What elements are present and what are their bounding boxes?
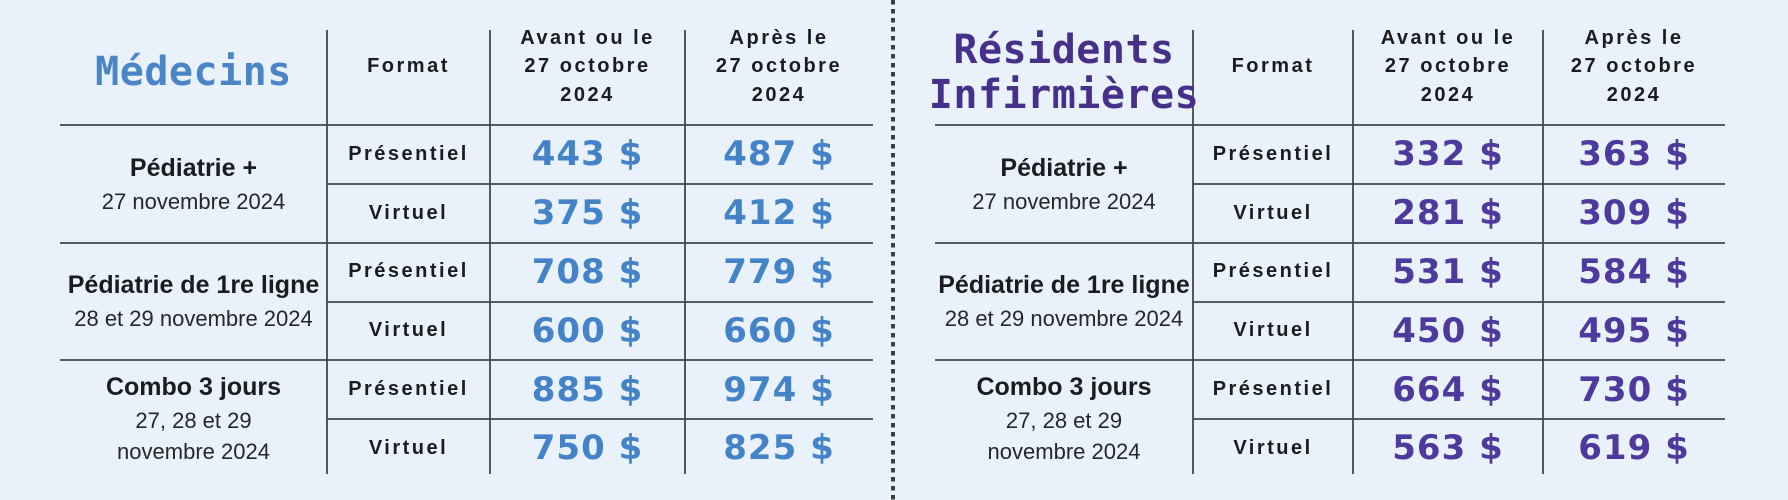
dotted-divider [891,0,895,500]
price-before: 450 $ [1392,310,1504,351]
column-header-after: Après le 27 octobre 2024 [685,8,873,125]
course-name: Pédiatrie de 1re ligne [938,271,1190,300]
column-header-before: Avant ou le 27 octobre 2024 [1353,8,1543,125]
course-cell-pediatrie-plus: Pédiatrie + 27 novembre 2024 [935,125,1193,243]
format-label: Virtuel [1233,319,1313,342]
format-label: Virtuel [1233,436,1313,459]
format-label: Présentiel [348,260,469,283]
course-date: 28 et 29 novembre 2024 [944,306,1184,332]
course-date: 27 novembre 2024 [101,188,286,214]
pricing-table-medecins: Médecins Format Avant ou le 27 octobre 2… [60,8,873,478]
column-header-format: Format [367,55,450,78]
price-after: 487 $ [723,134,835,175]
column-header-format: Format [1231,55,1315,78]
course-date: 28 et 29 novembre 2024 [74,306,313,332]
course-date: novembre 2024 [117,439,270,465]
header-line: Après le [1584,26,1684,49]
course-name: Combo 3 jours [105,373,281,402]
course-date: 27, 28 et 29 [1005,408,1123,434]
header-line: 27 octobre [1384,55,1512,78]
price-before: 708 $ [531,251,644,292]
price-after: 619 $ [1578,428,1690,469]
column-header-before: Avant ou le 27 octobre 2024 [490,8,685,125]
header-line: 2024 [1420,83,1476,106]
price-before: 563 $ [1392,428,1504,469]
course-cell-pediatrie-1re-ligne: Pédiatrie de 1re ligne 28 et 29 novembre… [935,243,1193,361]
table-title: Médecins [95,49,292,96]
header-line: 2024 [1606,83,1662,106]
course-name: Pédiatrie + [129,153,258,182]
course-name: Combo 3 jours [976,373,1152,402]
header-line: 27 octobre [715,55,843,78]
price-after: 495 $ [1578,310,1690,351]
course-cell-combo-3-jours: Combo 3 jours 27, 28 et 29 novembre 2024 [60,360,327,478]
price-after: 974 $ [723,369,835,410]
header-line: Après le [729,26,829,49]
price-after: 363 $ [1578,134,1690,175]
format-label: Virtuel [368,319,449,342]
format-label: Présentiel [348,142,469,165]
price-after: 825 $ [723,428,835,469]
header-line: 27 octobre [1570,55,1698,78]
price-after: 584 $ [1578,251,1690,292]
price-before: 600 $ [531,310,644,351]
price-after: 412 $ [723,193,835,234]
pricing-table-residents-infirmieres: Résidents Infirmières Format Avant ou le… [929,8,1725,478]
price-after: 660 $ [723,310,835,351]
course-date: novembre 2024 [987,439,1141,465]
price-before: 885 $ [531,369,644,410]
format-label: Présentiel [348,378,469,401]
header-line: Avant ou le [520,26,655,49]
course-name: Pédiatrie de 1re ligne [67,271,320,300]
price-before: 332 $ [1392,134,1504,175]
course-date: 27 novembre 2024 [972,188,1156,214]
price-after: 779 $ [723,251,835,292]
format-label: Présentiel [1212,142,1334,165]
format-label: Virtuel [368,436,449,459]
header-line: 2024 [560,83,615,106]
format-label: Présentiel [1212,260,1334,283]
price-before: 750 $ [531,428,644,469]
header-line: 2024 [751,83,807,106]
header-line: 27 octobre [524,55,651,78]
format-label: Virtuel [1233,201,1313,224]
header-line: Avant ou le [1380,26,1516,49]
price-before: 443 $ [531,134,644,175]
price-before: 281 $ [1392,193,1504,234]
course-cell-combo-3-jours: Combo 3 jours 27, 28 et 29 novembre 2024 [935,360,1193,478]
price-after: 309 $ [1578,193,1690,234]
table-title-cell: Résidents Infirmières [929,8,1199,125]
table-title-cell: Médecins [60,8,327,125]
course-cell-pediatrie-plus: Pédiatrie + 27 novembre 2024 [60,125,327,243]
price-before: 664 $ [1392,369,1504,410]
column-header-after: Après le 27 octobre 2024 [1543,8,1725,125]
table-grid: Résidents Infirmières Format Avant ou le… [929,8,1725,478]
format-label: Virtuel [368,201,449,224]
price-before: 531 $ [1392,251,1504,292]
course-name: Pédiatrie + [1000,153,1128,182]
table-grid: Médecins Format Avant ou le 27 octobre 2… [60,8,873,478]
price-before: 375 $ [531,193,644,234]
price-after: 730 $ [1578,369,1690,410]
course-cell-pediatrie-1re-ligne: Pédiatrie de 1re ligne 28 et 29 novembre… [60,243,327,361]
table-grid-lines [60,30,873,474]
table-title: Infirmières [928,71,1200,118]
format-label: Présentiel [1212,378,1334,401]
course-date: 27, 28 et 29 [135,408,252,434]
table-grid-lines [935,30,1725,474]
table-title: Résidents [953,26,1175,73]
